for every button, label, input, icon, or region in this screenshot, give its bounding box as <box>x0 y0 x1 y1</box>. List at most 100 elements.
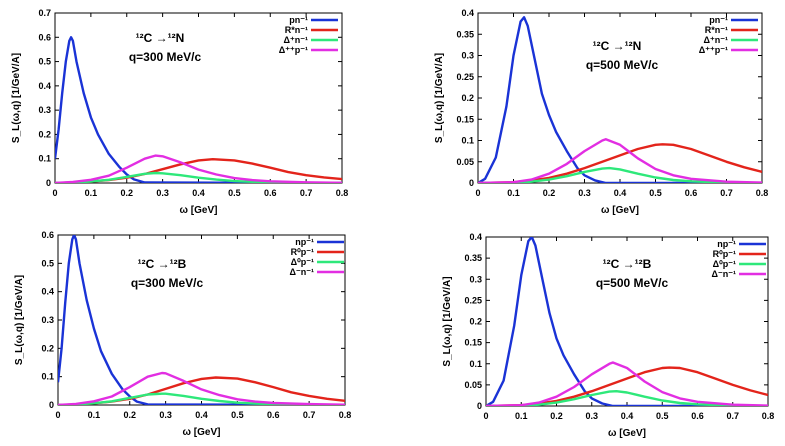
legend-label: Δ⁰p⁻¹ <box>291 257 314 267</box>
legend-label: np⁻¹ <box>295 237 314 247</box>
series-line-magenta <box>486 361 768 406</box>
x-tick-label: 0.8 <box>762 411 775 421</box>
x-tick-label: 0.3 <box>159 410 172 420</box>
y-tick-label: 0.15 <box>464 338 482 348</box>
x-tick-label: 0.7 <box>726 411 739 421</box>
x-tick-label: 0.3 <box>578 188 591 198</box>
y-tick-label: 0.2 <box>469 317 482 327</box>
x-tick-label: 0.8 <box>339 410 352 420</box>
y-tick-label: 0 <box>49 400 54 410</box>
x-axis-label: ω [GeV] <box>608 428 646 439</box>
series-line-green <box>58 392 345 405</box>
y-tick-label: 0.25 <box>456 72 474 82</box>
y-tick-label: 0.05 <box>464 380 482 390</box>
y-tick-label: 0.3 <box>41 315 54 325</box>
chart-title: ¹²C →¹²B <box>603 257 652 271</box>
x-tick-label: 0.1 <box>85 188 98 198</box>
x-tick-label: 0 <box>475 188 480 198</box>
legend: pn⁻¹R*n⁻¹Δ⁺n⁻¹Δ⁺⁺p⁻¹ <box>279 15 338 55</box>
x-tick-label: 0.7 <box>300 188 313 198</box>
y-tick-label: 0.15 <box>456 114 474 124</box>
y-tick-label: 0.05 <box>456 157 474 167</box>
chart-subtitle: q=300 MeV/c <box>129 50 202 64</box>
series-line-magenta <box>58 371 345 405</box>
legend: pn⁻¹R*n⁻¹Δ⁺n⁻¹Δ⁺⁺p⁻¹ <box>699 15 758 55</box>
y-tick-label: 0.1 <box>461 136 474 146</box>
series-line-red <box>478 143 762 183</box>
y-tick-label: 0.6 <box>41 230 54 240</box>
chart-title: ¹²C →¹²N <box>593 39 642 53</box>
x-axis-label: ω [GeV] <box>601 205 639 216</box>
y-tick-label: 0.5 <box>38 57 51 67</box>
y-tick-label: 0.5 <box>41 258 54 268</box>
y-tick-label: 0.7 <box>38 8 51 18</box>
chart-panel-3: 0 0.1 0.2 0.3 0.4 0.5 0.6 0.7 0.8 0 0.1 0.2 0.3 0.4 0.… <box>14 230 351 438</box>
y-tick-label: 0.1 <box>41 372 54 382</box>
x-tick-label: 0.6 <box>264 188 277 198</box>
x-tick-label: 0.2 <box>120 188 133 198</box>
y-axis-label: S_L(ω,q) [1/GeV/A] <box>434 53 445 143</box>
y-tick-label: 0.4 <box>461 8 474 18</box>
legend-label: pn⁻¹ <box>709 15 728 25</box>
legend-label: Δ⁺⁺p⁻¹ <box>279 45 308 55</box>
x-tick-label: 0 <box>55 410 60 420</box>
series-line-green <box>486 390 768 406</box>
y-tick-label: 0.6 <box>38 32 51 42</box>
legend-label: Δ⁻n⁻¹ <box>290 267 314 277</box>
chart-panel-1: 0 0.1 0.2 0.3 0.4 0.5 0.6 0.7 0.8 0 0.1 0.2 0.3 0.4 0.… <box>11 8 348 216</box>
legend-label: pn⁻¹ <box>289 15 308 25</box>
y-tick-label: 0.2 <box>41 343 54 353</box>
legend-label: R*n⁻¹ <box>705 25 728 35</box>
x-tick-label: 0.1 <box>507 188 520 198</box>
y-tick-label: 0.4 <box>41 287 54 297</box>
y-tick-label: 0.4 <box>469 232 482 242</box>
x-tick-label: 0.4 <box>621 411 634 421</box>
x-tick-label: 0.4 <box>195 410 208 420</box>
series-line-magenta <box>478 138 762 183</box>
y-tick-label: 0.3 <box>461 51 474 61</box>
x-tick-label: 0.6 <box>685 188 698 198</box>
chart-title: ¹²C →¹²N <box>136 31 185 45</box>
x-axis-label: ω [GeV] <box>180 205 218 216</box>
y-tick-label: 0.25 <box>464 295 482 305</box>
y-tick-label: 0 <box>477 401 482 411</box>
x-tick-label: 0.6 <box>267 410 280 420</box>
x-tick-label: 0.5 <box>656 411 669 421</box>
series-line-blue <box>478 16 762 183</box>
x-tick-label: 0.8 <box>336 188 349 198</box>
legend-label: Δ⁺⁺p⁻¹ <box>699 45 728 55</box>
legend-label: Δ⁰p⁻¹ <box>713 259 736 269</box>
legend-label: Δ⁺n⁻¹ <box>284 35 308 45</box>
y-tick-label: 0.35 <box>464 253 482 263</box>
chart-subtitle: q=500 MeV/c <box>586 58 659 72</box>
x-tick-label: 0 <box>52 188 57 198</box>
series-line-blue <box>486 237 768 406</box>
x-tick-label: 0.5 <box>228 188 241 198</box>
legend-label: R⁰p⁻¹ <box>291 247 314 257</box>
y-tick-label: 0 <box>469 178 474 188</box>
x-tick-label: 0.2 <box>123 410 136 420</box>
x-tick-label: 0.3 <box>585 411 598 421</box>
y-tick-label: 0.3 <box>38 105 51 115</box>
y-tick-label: 0 <box>46 178 51 188</box>
series-line-green <box>55 171 342 183</box>
y-tick-label: 0.3 <box>469 274 482 284</box>
x-tick-label: 0.7 <box>303 410 316 420</box>
x-tick-label: 0.2 <box>543 188 556 198</box>
y-tick-label: 0.2 <box>38 129 51 139</box>
x-tick-label: 0.1 <box>88 410 101 420</box>
x-tick-label: 0.4 <box>192 188 205 198</box>
chart-subtitle: q=500 MeV/c <box>596 276 669 290</box>
x-axis-label: ω [GeV] <box>183 427 221 438</box>
x-tick-label: 0.2 <box>550 411 563 421</box>
chart-panel-2: 0 0.1 0.2 0.3 0.4 0.5 0.6 0.7 0.8 0 0.05 0.1 0.15 0.2… <box>434 8 768 216</box>
chart-panel-4: 0 0.1 0.2 0.3 0.4 0.5 0.6 0.7 0.8 0 0.05 0.1 0.15 0.2… <box>442 232 774 439</box>
x-tick-label: 0.1 <box>515 411 528 421</box>
y-tick-label: 0.35 <box>456 29 474 39</box>
x-tick-label: 0.8 <box>756 188 769 198</box>
y-tick-label: 0.1 <box>38 154 51 164</box>
y-tick-label: 0.4 <box>38 81 51 91</box>
x-tick-label: 0 <box>483 411 488 421</box>
